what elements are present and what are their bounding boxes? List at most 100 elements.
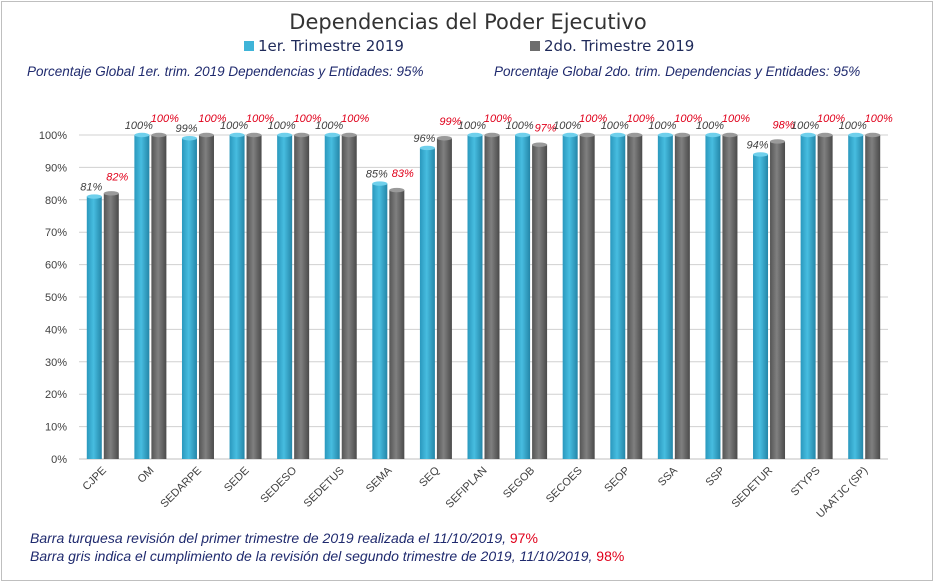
note-gray-text: Barra gris indica el cumplimiento de la … <box>30 548 593 564</box>
note-turquoise-text: Barra turquesa revisión del primer trime… <box>30 530 506 546</box>
x-tick-label: SECOES <box>544 465 585 506</box>
bar-q2-top <box>865 132 881 138</box>
data-label-q2: 100% <box>341 113 369 125</box>
data-label-q2: 100% <box>722 113 750 125</box>
data-label-q1: 99% <box>175 123 197 135</box>
bar-q2 <box>436 138 452 460</box>
data-label-q1: 100% <box>220 120 248 132</box>
bar-q1-top <box>86 194 102 199</box>
data-label-q1: 96% <box>413 133 435 145</box>
x-tick-label: SEDARPE <box>158 465 204 511</box>
x-tick-label: SEDETUR <box>729 465 775 511</box>
bar-q1 <box>848 135 864 459</box>
y-tick-label: 60% <box>45 260 67 272</box>
x-tick-label: UAATJC (SP) <box>814 465 870 521</box>
bar-q2 <box>579 135 595 459</box>
bar-q2 <box>341 135 357 459</box>
x-tick-label: SEMA <box>364 464 395 495</box>
bar-q1 <box>467 135 483 459</box>
bar-q1-top <box>848 132 864 138</box>
bar-q2 <box>484 135 500 459</box>
note-gray: Barra gris indica el cumplimiento de la … <box>30 548 624 564</box>
bar-q1-top <box>467 132 483 138</box>
x-tick-label: SEDETUS <box>302 465 347 510</box>
y-tick-label: 20% <box>45 389 67 401</box>
bar-q1 <box>800 135 816 459</box>
bar-q2 <box>722 135 738 459</box>
bar-q1-top <box>419 145 435 151</box>
bar-q1-top <box>657 132 673 138</box>
bar-q2-top <box>770 139 786 144</box>
data-label-q1: 100% <box>268 120 296 132</box>
note-gray-value: 98% <box>596 548 625 564</box>
data-label-q1: 81% <box>80 182 102 194</box>
bar-q2 <box>532 144 548 459</box>
bar-q1-top <box>562 132 578 138</box>
bar-q2-top <box>674 132 690 138</box>
bar-q2-top <box>294 132 310 138</box>
x-tick-label: SEDE <box>222 465 252 495</box>
x-tick-label: SEOP <box>602 465 632 495</box>
x-tick-label: OM <box>135 465 156 486</box>
x-tick-label: SEDESO <box>258 464 299 505</box>
y-tick-label: 100% <box>39 130 67 142</box>
bar-q2-top <box>579 132 595 138</box>
x-tick-label: SEFIPLAN <box>444 465 490 511</box>
bar-q2-top <box>532 142 548 147</box>
global-percentage-q1: Porcentaje Global 1er. trim. 2019 Depend… <box>27 64 424 79</box>
data-label-q2: 98% <box>773 119 795 131</box>
bar-q2 <box>627 135 643 459</box>
bar-q2-top <box>817 132 833 138</box>
data-label-q2: 100% <box>579 113 607 125</box>
x-tick-label: SEGOB <box>501 465 537 501</box>
bar-q2 <box>865 135 881 459</box>
bar-q2 <box>103 193 119 459</box>
data-label-q2: 100% <box>151 113 179 125</box>
bar-q1 <box>562 135 578 459</box>
y-tick-label: 0% <box>51 454 67 466</box>
bar-q1 <box>419 147 435 459</box>
data-label-q1: 100% <box>553 120 581 132</box>
bar-q2-top <box>341 132 357 138</box>
bar-q1-top <box>229 132 245 138</box>
y-tick-label: 40% <box>45 324 67 336</box>
note-turquoise-value: 97% <box>509 530 538 546</box>
y-tick-label: 30% <box>45 357 67 369</box>
data-label-q2: 99% <box>439 116 461 128</box>
legend-label-2: 2do. Trimestre 2019 <box>544 37 695 55</box>
legend-label-1: 1er. Trimestre 2019 <box>258 37 404 55</box>
bar-q1 <box>277 135 293 459</box>
data-label-q1: 100% <box>791 120 819 132</box>
bar-q2-top <box>151 132 167 138</box>
bar-q1 <box>705 135 721 459</box>
bar-q1 <box>372 183 388 459</box>
legend-item-2: 2do. Trimestre 2019 <box>530 37 694 55</box>
data-label-q2: 83% <box>392 168 414 180</box>
data-label-q1: 100% <box>601 120 629 132</box>
bar-q1-top <box>515 132 531 138</box>
bar-q1 <box>229 135 245 459</box>
bar-q2-top <box>198 132 214 138</box>
bar-q2 <box>151 135 167 459</box>
bar-q1 <box>753 154 769 459</box>
data-label-q2: 100% <box>198 113 226 125</box>
bar-q2-top <box>484 132 500 138</box>
bar-q1 <box>515 135 531 459</box>
data-label-q2: 100% <box>674 113 702 125</box>
bar-q1-top <box>277 132 293 138</box>
data-label-q1: 100% <box>648 120 676 132</box>
data-label-q1: 100% <box>696 120 724 132</box>
legend-swatch-turquoise <box>244 41 254 51</box>
data-label-q1: 94% <box>747 139 769 151</box>
data-label-q1: 100% <box>506 120 534 132</box>
bar-q1-top <box>372 181 388 186</box>
bar-q2-top <box>389 187 405 193</box>
bar-q1-top <box>324 132 340 138</box>
legend-item-1: 1er. Trimestre 2019 <box>244 37 404 55</box>
data-label-q1: 100% <box>125 120 153 132</box>
bar-q1 <box>610 135 626 459</box>
bar-q1 <box>181 138 197 460</box>
data-label-q1: 100% <box>839 120 867 132</box>
